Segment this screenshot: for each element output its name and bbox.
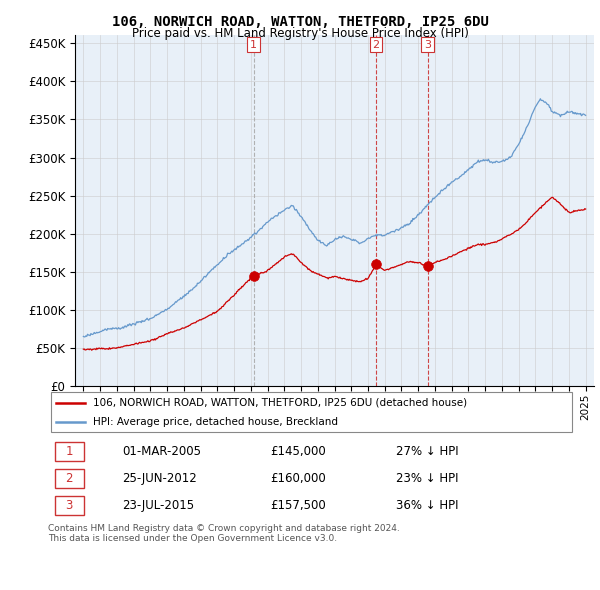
Text: Price paid vs. HM Land Registry's House Price Index (HPI): Price paid vs. HM Land Registry's House … [131,27,469,40]
Text: 1: 1 [65,445,73,458]
FancyBboxPatch shape [55,442,83,461]
Text: 36% ↓ HPI: 36% ↓ HPI [397,499,459,512]
Text: £145,000: £145,000 [270,445,326,458]
Text: 3: 3 [424,40,431,50]
Text: 2: 2 [65,472,73,485]
Text: 106, NORWICH ROAD, WATTON, THETFORD, IP25 6DU (detached house): 106, NORWICH ROAD, WATTON, THETFORD, IP2… [93,398,467,408]
Text: 27% ↓ HPI: 27% ↓ HPI [397,445,459,458]
Text: 3: 3 [65,499,73,512]
Text: 25-JUN-2012: 25-JUN-2012 [122,472,197,485]
Text: 1: 1 [250,40,257,50]
Text: £157,500: £157,500 [270,499,326,512]
Text: £160,000: £160,000 [270,472,326,485]
Text: 2: 2 [373,40,380,50]
Text: 106, NORWICH ROAD, WATTON, THETFORD, IP25 6DU: 106, NORWICH ROAD, WATTON, THETFORD, IP2… [112,15,488,29]
FancyBboxPatch shape [55,469,83,488]
Text: Contains HM Land Registry data © Crown copyright and database right 2024.
This d: Contains HM Land Registry data © Crown c… [48,524,400,543]
FancyBboxPatch shape [55,496,83,514]
Text: 01-MAR-2005: 01-MAR-2005 [122,445,201,458]
Text: HPI: Average price, detached house, Breckland: HPI: Average price, detached house, Brec… [93,417,338,427]
Text: 23% ↓ HPI: 23% ↓ HPI [397,472,459,485]
Text: 23-JUL-2015: 23-JUL-2015 [122,499,194,512]
FancyBboxPatch shape [50,392,572,432]
